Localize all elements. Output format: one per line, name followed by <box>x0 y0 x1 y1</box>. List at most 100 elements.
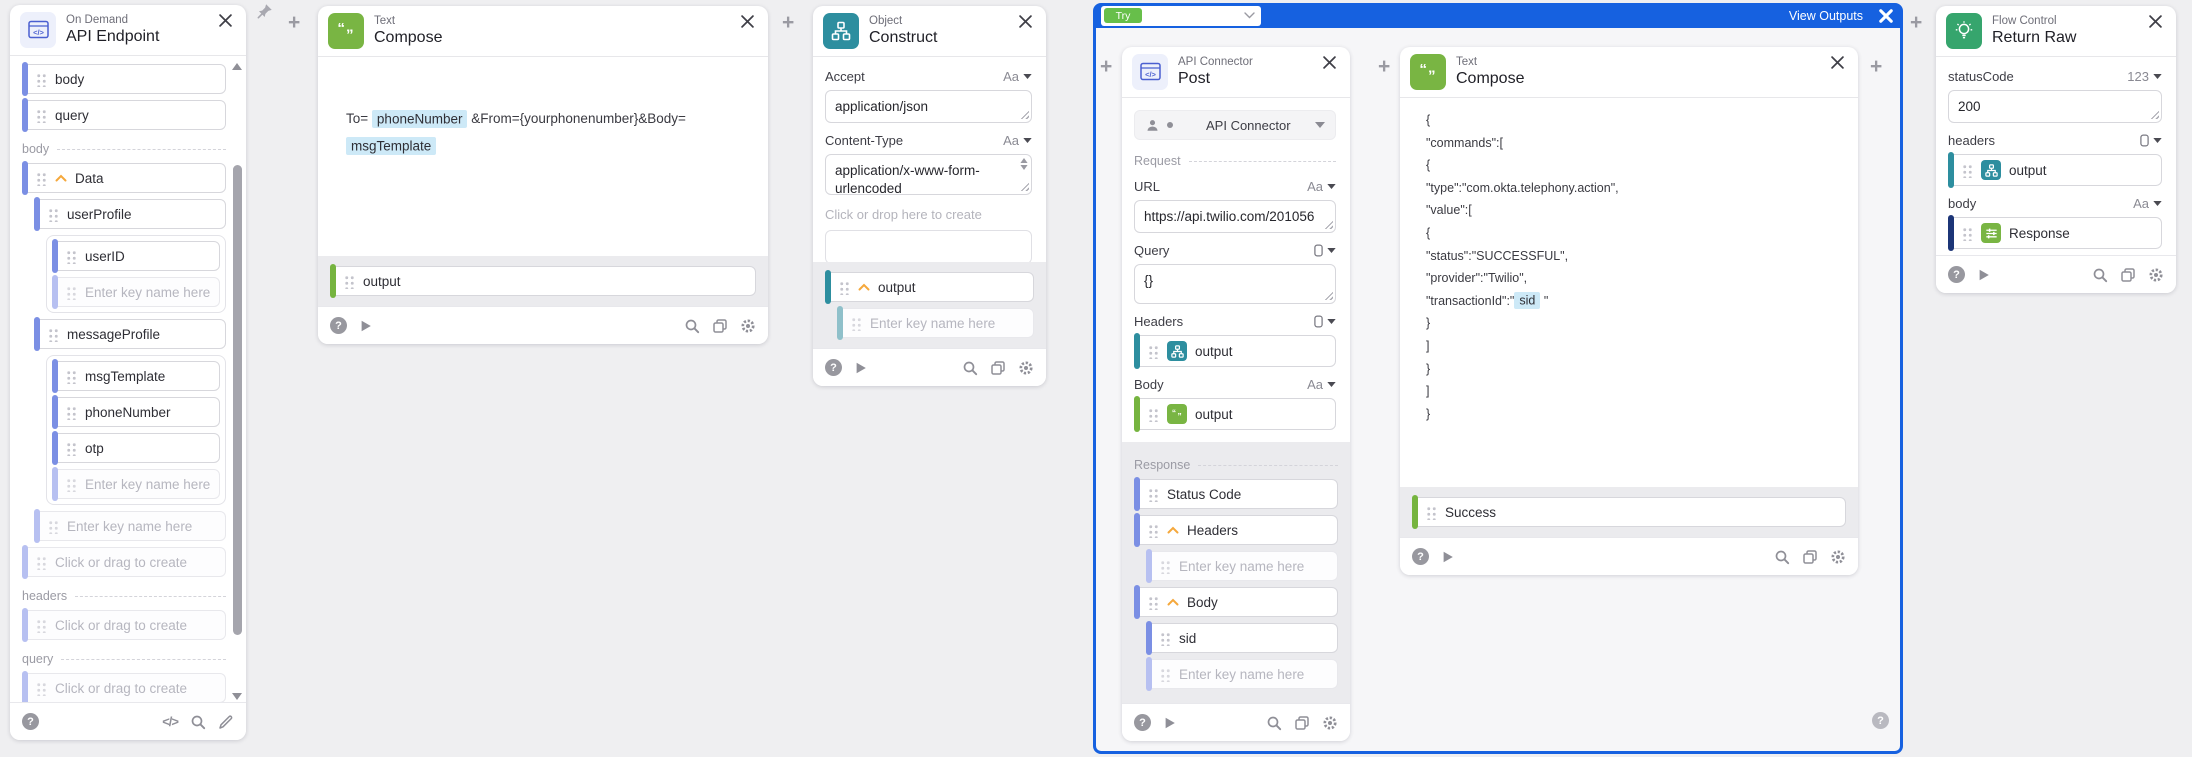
test-play-icon[interactable] <box>1977 268 1991 282</box>
response-body[interactable]: Body <box>1134 585 1338 619</box>
copy-icon[interactable] <box>990 360 1006 376</box>
search-icon[interactable] <box>684 318 700 334</box>
tree-item-msgtemplate[interactable]: msgTemplate <box>52 359 220 393</box>
view-outputs-link[interactable]: View Outputs <box>1788 8 1863 23</box>
token-query[interactable]: query <box>22 98 226 132</box>
tree-item-data[interactable]: Data <box>22 161 226 195</box>
output-token[interactable]: output <box>330 264 756 298</box>
headers-token[interactable]: output <box>1134 333 1336 369</box>
response-new-key[interactable]: Enter key name here <box>1146 657 1338 691</box>
scroll-up-icon[interactable] <box>1020 158 1028 163</box>
tree-item-create[interactable]: Click or drag to create <box>22 545 226 579</box>
group-help-icon[interactable]: ? <box>1872 712 1889 729</box>
response-status-code[interactable]: Status Code <box>1134 477 1338 511</box>
test-play-icon[interactable] <box>854 361 868 375</box>
settings-gear-icon[interactable] <box>1322 715 1338 731</box>
type-selector-text[interactable]: Aa <box>1307 377 1336 392</box>
type-selector-object[interactable] <box>1314 244 1336 257</box>
settings-gear-icon[interactable] <box>740 318 756 334</box>
compose-text-editor[interactable]: To= phoneNumber &From={yourphonenumber}&… <box>318 57 768 256</box>
search-icon[interactable] <box>1774 549 1790 565</box>
type-selector-object[interactable] <box>1314 315 1336 328</box>
add-card-button[interactable]: + <box>1378 55 1391 78</box>
search-icon[interactable] <box>1266 715 1282 731</box>
status-code-input[interactable]: 200 <box>1948 90 2162 123</box>
add-card-button[interactable]: + <box>1100 55 1113 78</box>
tree-item-create-headers[interactable]: Click or drag to create <box>22 608 226 642</box>
test-play-icon[interactable] <box>1441 550 1455 564</box>
headers-token[interactable]: output <box>1948 152 2162 188</box>
chevron-up-icon[interactable] <box>1167 598 1179 606</box>
compose-text-editor[interactable]: { "commands":[ { "type":"com.okta.teleph… <box>1400 98 1858 487</box>
close-icon[interactable] <box>1017 13 1034 30</box>
search-icon[interactable] <box>190 714 206 730</box>
type-selector-text[interactable]: Aa <box>1307 179 1336 194</box>
tree-item-new-key[interactable]: Enter key name here <box>52 275 220 309</box>
close-icon[interactable] <box>1321 54 1338 71</box>
token-body[interactable]: body <box>22 62 226 96</box>
scroll-down-icon[interactable] <box>1020 165 1028 170</box>
settings-gear-icon[interactable] <box>1830 549 1846 565</box>
type-selector-text[interactable]: Aa <box>1003 69 1032 84</box>
type-selector-number[interactable]: 123 <box>2127 69 2162 84</box>
edit-pencil-icon[interactable] <box>218 714 234 730</box>
tree-item-messageprofile[interactable]: messageProfile <box>34 317 226 351</box>
output-token[interactable]: Success <box>1412 495 1846 529</box>
help-icon[interactable]: ? <box>825 359 842 376</box>
scroll-up-icon[interactable] <box>232 63 242 70</box>
try-button[interactable]: Try <box>1104 8 1142 23</box>
copy-icon[interactable] <box>2120 267 2136 283</box>
close-icon[interactable] <box>2147 13 2164 30</box>
copy-icon[interactable] <box>712 318 728 334</box>
response-headers[interactable]: Headers <box>1134 513 1338 547</box>
group-close-icon[interactable] <box>1879 8 1893 23</box>
settings-gear-icon[interactable] <box>1018 360 1034 376</box>
close-icon[interactable] <box>739 13 756 30</box>
type-selector-text[interactable]: Aa <box>1003 133 1032 148</box>
help-icon[interactable]: ? <box>1134 714 1151 731</box>
token-chip-msgtemplate[interactable]: msgTemplate <box>346 136 437 155</box>
type-selector-object[interactable] <box>2140 134 2162 147</box>
close-icon[interactable] <box>1829 54 1846 71</box>
help-icon[interactable]: ? <box>330 317 347 334</box>
help-icon[interactable]: ? <box>22 713 39 730</box>
body-token[interactable]: Response <box>1948 215 2162 251</box>
add-card-button[interactable]: + <box>782 11 795 34</box>
add-card-button[interactable]: + <box>1870 55 1883 78</box>
help-icon[interactable]: ? <box>1412 548 1429 565</box>
tree-item-new-key[interactable]: Enter key name here <box>52 467 220 501</box>
response-sid[interactable]: sid <box>1146 621 1338 655</box>
tree-item-phonenumber[interactable]: phoneNumber <box>52 395 220 429</box>
search-icon[interactable] <box>962 360 978 376</box>
output-token[interactable]: output <box>825 270 1034 304</box>
body-token[interactable]: “” output <box>1134 396 1336 432</box>
url-input[interactable]: https://api.twilio.com/201056 <box>1134 200 1336 233</box>
output-new-key[interactable]: Enter key name here <box>837 306 1034 340</box>
copy-icon[interactable] <box>1802 549 1818 565</box>
add-card-button[interactable]: + <box>1910 11 1923 34</box>
code-view-icon[interactable]: </> <box>162 714 179 729</box>
content-type-input[interactable]: application/x-www-form-urlencoded <box>825 154 1032 195</box>
token-chip-sid[interactable]: sid <box>1514 292 1541 310</box>
test-play-icon[interactable] <box>1163 716 1177 730</box>
tree-item-userprofile[interactable]: userProfile <box>34 197 226 231</box>
scrollbar-thumb[interactable] <box>233 165 242 635</box>
accept-input[interactable]: application/json <box>825 90 1032 123</box>
connection-selector[interactable]: API Connector <box>1134 110 1336 140</box>
test-play-icon[interactable] <box>359 319 373 333</box>
tree-item-create-query[interactable]: Click or drag to create <box>22 671 226 702</box>
add-card-button[interactable]: + <box>288 11 301 34</box>
response-new-key[interactable]: Enter key name here <box>1146 549 1338 583</box>
chevron-up-icon[interactable] <box>55 174 67 182</box>
scroll-down-icon[interactable] <box>232 693 242 700</box>
help-icon[interactable]: ? <box>1948 266 1965 283</box>
chevron-up-icon[interactable] <box>858 283 870 291</box>
type-selector-text[interactable]: Aa <box>2133 196 2162 211</box>
query-input[interactable]: {} <box>1134 264 1336 304</box>
tree-item-otp[interactable]: otp <box>52 431 220 465</box>
try-dropdown[interactable]: Try <box>1101 5 1261 26</box>
chevron-up-icon[interactable] <box>1167 526 1179 534</box>
tree-item-userid[interactable]: userID <box>52 239 220 273</box>
close-icon[interactable] <box>217 12 234 29</box>
tree-item-new-key[interactable]: Enter key name here <box>34 509 226 543</box>
